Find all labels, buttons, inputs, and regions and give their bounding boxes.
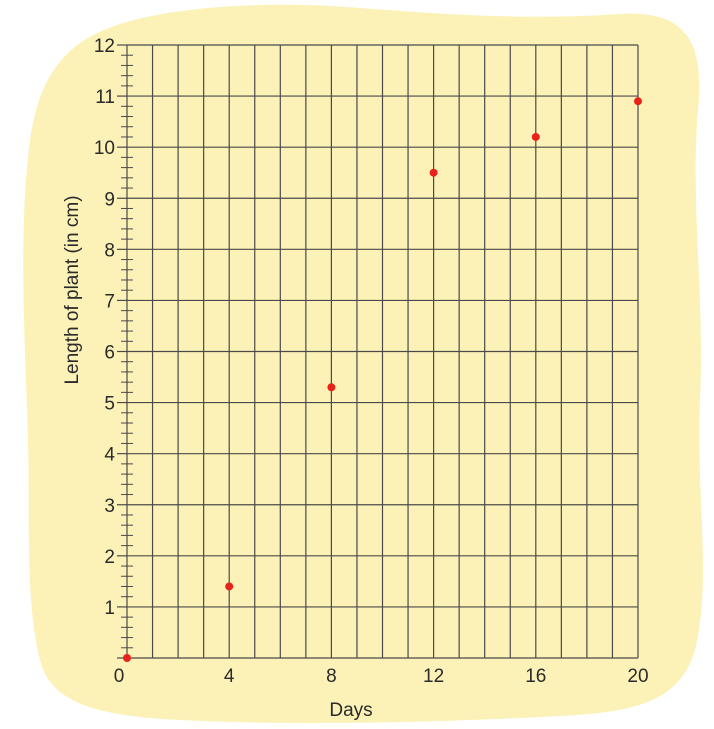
x-axis-tick-labels: 0 4 8 12 16 20 xyxy=(114,666,649,687)
y-tick-label: 4 xyxy=(104,445,115,466)
data-point xyxy=(225,582,234,591)
x-tick-label: 16 xyxy=(525,666,546,687)
grid-lines xyxy=(126,44,639,659)
y-tick-label: 9 xyxy=(104,189,115,210)
y-tick-label: 8 xyxy=(104,240,115,261)
x-tick-label: 12 xyxy=(423,666,444,687)
y-tick-label: 11 xyxy=(95,87,115,108)
data-points xyxy=(123,97,642,662)
y-tick-label: 12 xyxy=(94,36,115,57)
x-tick-label: 8 xyxy=(326,666,337,687)
y-axis-title: Length of plant (in cm) xyxy=(62,195,83,384)
y-tick-label: 10 xyxy=(94,138,115,159)
x-tick-label: 4 xyxy=(224,666,235,687)
x-tick-label: 0 xyxy=(114,666,125,687)
data-point xyxy=(327,383,336,392)
y-tick-label: 1 xyxy=(104,598,115,619)
data-point xyxy=(634,97,642,106)
data-point xyxy=(123,654,131,662)
y-tick-label: 3 xyxy=(104,496,115,517)
y-tick-label: 6 xyxy=(104,343,115,364)
x-axis-title: Days xyxy=(329,700,372,721)
x-tick-label: 20 xyxy=(627,666,648,687)
y-tick-label: 2 xyxy=(104,547,115,568)
y-tick-label: 7 xyxy=(104,291,115,312)
y-tick-label: 5 xyxy=(104,394,115,415)
data-point xyxy=(429,168,438,177)
data-point xyxy=(531,132,540,141)
background-blob xyxy=(23,4,704,723)
